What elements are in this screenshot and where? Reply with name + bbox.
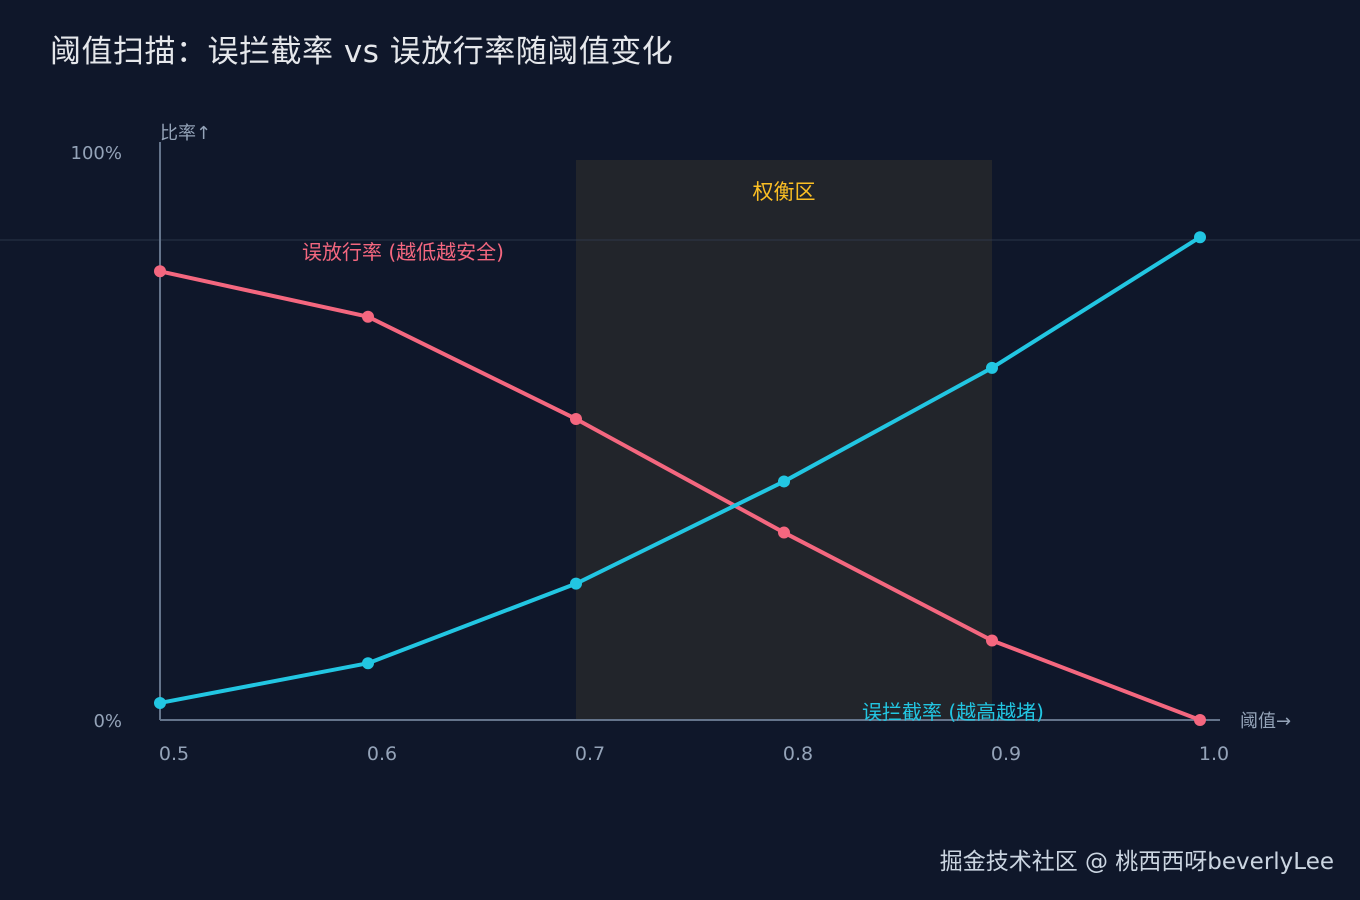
series-point-1 bbox=[154, 696, 166, 709]
series-point-0 bbox=[778, 526, 790, 539]
x-tick-label: 1.0 bbox=[1199, 743, 1229, 765]
page-title: 阈值扫描：误拦截率 vs 误放行率随阈值变化 bbox=[50, 34, 674, 70]
series-point-1 bbox=[986, 361, 998, 374]
x-tick-label: 0.9 bbox=[991, 743, 1021, 765]
tradeoff-band-label: 权衡区 bbox=[753, 180, 816, 204]
series-point-0 bbox=[986, 634, 998, 647]
x-tick-label: 0.6 bbox=[367, 743, 397, 765]
series-line-1 bbox=[158, 235, 1202, 705]
series-line-0 bbox=[158, 269, 1202, 722]
y-tick-label: 0% bbox=[93, 711, 122, 732]
x-tick-label: 0.8 bbox=[783, 743, 813, 765]
y-axis-label: 比率↑ bbox=[160, 123, 211, 144]
series-label-1: 误拦截率 (越高越堵) bbox=[862, 700, 1044, 724]
x-axis-label: 阈值→ bbox=[1240, 711, 1291, 732]
x-tick-label: 0.7 bbox=[575, 743, 605, 765]
series-point-0 bbox=[362, 310, 374, 323]
series-point-0 bbox=[1194, 714, 1206, 726]
series-point-1 bbox=[362, 657, 374, 670]
series-point-0 bbox=[154, 265, 166, 278]
label-layer: 误放行率 (越低越安全) 误拦截率 (越高越堵) bbox=[302, 240, 1044, 724]
series-label-0: 误放行率 (越低越安全) bbox=[302, 240, 504, 264]
y-tick-label: 100% bbox=[71, 143, 122, 164]
series-point-1 bbox=[778, 475, 790, 488]
tradeoff-band-layer: 权衡区 bbox=[576, 160, 992, 720]
series-layer bbox=[154, 231, 1206, 726]
series-point-1 bbox=[570, 577, 582, 590]
series-point-1 bbox=[1194, 231, 1206, 244]
watermark: 掘金技术社区 @ 桃西西呀beverlyLee bbox=[939, 849, 1334, 875]
series-point-0 bbox=[570, 412, 582, 425]
tradeoff-band bbox=[576, 160, 992, 720]
axis-layer: 比率↑ 阈值→ 0% 100% 0.5 0.6 0.7 0.8 0.9 1.0 bbox=[71, 123, 1292, 765]
x-tick-label: 0.5 bbox=[159, 743, 189, 765]
